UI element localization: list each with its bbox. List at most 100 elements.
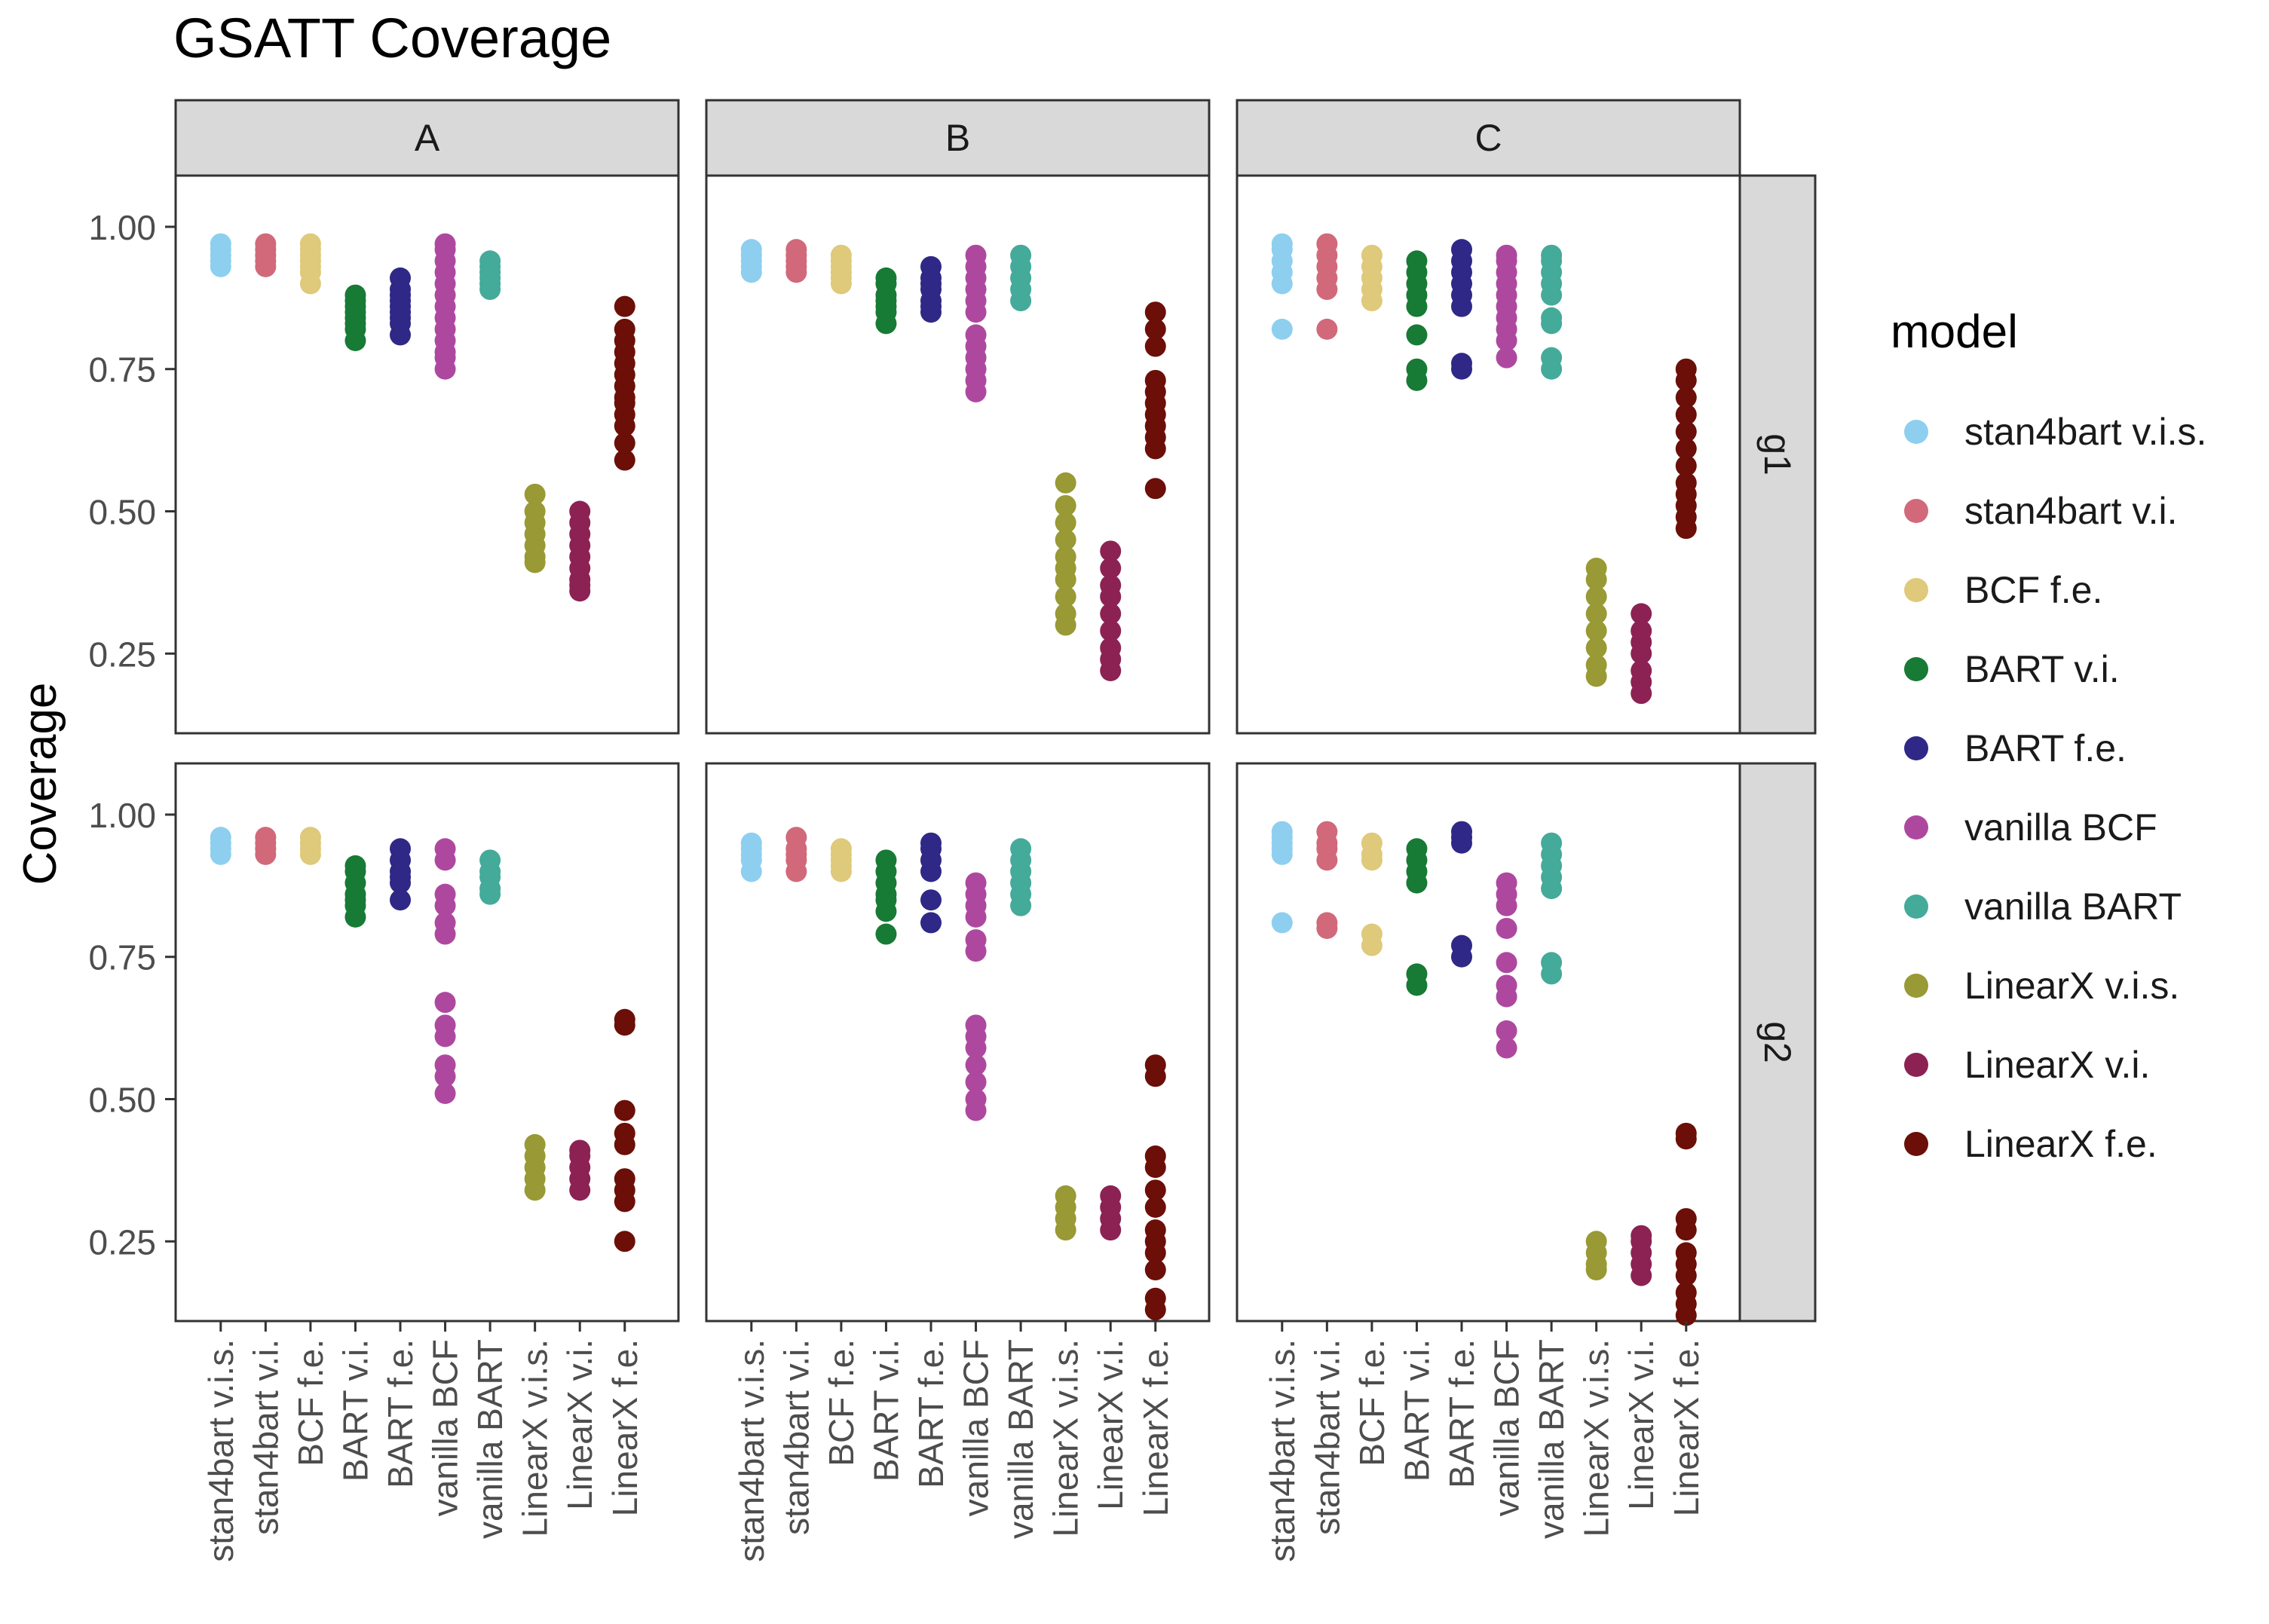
point-g2-C-LinearX-f-e--0.44 bbox=[1675, 1122, 1697, 1144]
legend-label: vanilla BCF bbox=[1964, 806, 2157, 849]
point-g1-C-LinearX-v-i-s--0.35 bbox=[1585, 586, 1607, 607]
legend-marker bbox=[1904, 736, 1928, 760]
legend-label: BART v.i. bbox=[1964, 647, 2120, 690]
panel-g1-B bbox=[705, 174, 1211, 735]
point-g2-A-BART-f-e--0.94 bbox=[390, 838, 412, 860]
legend-label: LinearX v.i.s. bbox=[1964, 964, 2180, 1007]
point-g2-B-LinearX-f-e--0.56 bbox=[1144, 1054, 1166, 1076]
point-g1-A-stan4bart-v-i-s--0.97 bbox=[210, 233, 231, 255]
x-tick-label-C-2: BCF f.e. bbox=[1352, 1339, 1392, 1466]
point-g2-B-BART-f-e--0.81 bbox=[920, 912, 942, 934]
point-g1-B-LinearX-v-i--0.4 bbox=[1100, 558, 1122, 580]
legend-marker bbox=[1904, 1052, 1928, 1077]
facet-label-B: B bbox=[945, 117, 970, 159]
point-g2-A-vanilla-BCF-0.86 bbox=[434, 883, 456, 905]
legend-marker bbox=[1904, 973, 1928, 998]
y-tick-label-g1-1: 1.00 bbox=[88, 208, 156, 247]
point-g2-B-BCF-f-e--0.94 bbox=[830, 838, 852, 860]
point-g1-C-vanilla-BART-0.77 bbox=[1541, 347, 1563, 369]
legend-marker bbox=[1904, 656, 1928, 681]
x-tick-label-A-8: LinearX v.i. bbox=[560, 1339, 599, 1510]
x-tick-label-C-8: LinearX v.i. bbox=[1621, 1339, 1661, 1510]
x-tick-label-C-0: stan4bart v.i.s. bbox=[1263, 1339, 1302, 1562]
legend-item: LinearX v.i.s. bbox=[1891, 946, 2206, 1025]
point-g1-B-LinearX-v-i-s--0.51 bbox=[1055, 494, 1076, 516]
point-g2-A-LinearX-f-e--0.44 bbox=[614, 1122, 635, 1144]
legend-label: BCF f.e. bbox=[1964, 568, 2103, 611]
panel-g2-B bbox=[705, 762, 1211, 1323]
point-g2-C-vanilla-BCF-0.88 bbox=[1496, 872, 1517, 894]
x-tick-label-A-1: stan4bart v.i. bbox=[246, 1339, 285, 1535]
point-g1-A-LinearX-f-e--0.59 bbox=[614, 449, 635, 471]
point-g2-C-vanilla-BART-0.74 bbox=[1541, 952, 1563, 974]
point-g2-B-LinearX-v-i--0.33 bbox=[1100, 1185, 1122, 1207]
point-g1-B-stan4bart-v-i-s--0.96 bbox=[740, 239, 762, 261]
point-g2-B-LinearX-f-e--0.2 bbox=[1144, 1259, 1166, 1281]
point-g1-B-LinearX-v-i-s--0.55 bbox=[1055, 472, 1076, 494]
point-g1-C-stan4bart-v-i--0.82 bbox=[1316, 318, 1338, 340]
point-g2-A-vanilla-BCF-0.56 bbox=[434, 1054, 456, 1076]
point-g2-A-vanilla-BCF-0.51 bbox=[434, 1082, 456, 1104]
legend-label: LinearX v.i. bbox=[1964, 1043, 2151, 1086]
point-g1-C-vanilla-BART-0.95 bbox=[1541, 244, 1563, 266]
y-tick-label-g2-0.75: 0.75 bbox=[88, 938, 156, 977]
point-g2-B-LinearX-f-e--0.15 bbox=[1144, 1287, 1166, 1309]
point-g2-C-stan4bart-v-i--0.81 bbox=[1316, 912, 1338, 934]
panel-g1-A bbox=[174, 174, 680, 735]
point-g2-B-vanilla-BCF-0.53 bbox=[965, 1071, 987, 1093]
point-g1-C-LinearX-f-e--0.55 bbox=[1675, 472, 1697, 494]
facet-label-C: C bbox=[1474, 117, 1502, 159]
point-g2-C-vanilla-BCF-0.62 bbox=[1496, 1020, 1517, 1041]
point-g1-C-LinearX-f-e--0.61 bbox=[1675, 438, 1697, 460]
x-tick-label-B-4: BART f.e. bbox=[911, 1339, 951, 1488]
legend-title: model bbox=[1891, 306, 2018, 358]
point-g1-A-LinearX-f-e--0.86 bbox=[614, 295, 635, 317]
point-g2-C-vanilla-BCF-0.59 bbox=[1496, 1037, 1517, 1059]
point-g2-C-BART-v-i--0.94 bbox=[1406, 838, 1428, 860]
point-g1-B-LinearX-f-e--0.73 bbox=[1144, 369, 1166, 391]
point-g2-B-BART-f-e--0.85 bbox=[920, 889, 942, 911]
point-g1-B-LinearX-v-i--0.32 bbox=[1100, 603, 1122, 625]
point-g2-B-vanilla-BCF-0.78 bbox=[965, 929, 987, 951]
point-g1-B-BART-f-e--0.93 bbox=[920, 255, 942, 277]
x-tick-label-A-4: BART f.e. bbox=[381, 1339, 420, 1488]
point-g1-C-stan4bart-v-i-s--0.97 bbox=[1271, 233, 1293, 255]
x-tick-label-B-8: LinearX v.i. bbox=[1091, 1339, 1130, 1510]
point-g2-C-stan4bart-v-i-s--0.81 bbox=[1271, 912, 1293, 934]
point-g1-C-BART-v-i--0.81 bbox=[1406, 324, 1428, 346]
legend-label: BART f.e. bbox=[1964, 726, 2127, 769]
point-g1-B-LinearX-f-e--0.79 bbox=[1144, 335, 1166, 357]
point-g2-B-stan4bart-v-i-s--0.95 bbox=[740, 832, 762, 854]
legend-marker bbox=[1904, 1131, 1928, 1156]
point-g1-C-stan4bart-v-i-s--0.82 bbox=[1271, 318, 1293, 340]
y-tick-label-g1-0.25: 0.25 bbox=[88, 635, 156, 674]
point-g2-C-LinearX-f-e--0.16 bbox=[1675, 1282, 1697, 1304]
point-g2-C-LinearX-v-i-s--0.25 bbox=[1585, 1231, 1607, 1252]
point-g1-B-BART-v-i--0.91 bbox=[875, 267, 897, 289]
legend-item: LinearX f.e. bbox=[1891, 1104, 2206, 1183]
chart-title: GSATT Coverage bbox=[173, 7, 612, 69]
point-g2-C-BART-f-e--0.97 bbox=[1451, 821, 1473, 843]
x-tick-label-C-6: vanilla BART bbox=[1532, 1339, 1571, 1539]
point-g2-A-stan4bart-v-i--0.96 bbox=[255, 827, 277, 849]
legend-item: stan4bart v.i.s. bbox=[1891, 392, 2206, 471]
legend-label: vanilla BART bbox=[1964, 885, 2182, 928]
point-g2-A-LinearX-f-e--0.25 bbox=[614, 1231, 635, 1252]
point-g1-B-BCF-f-e--0.95 bbox=[830, 244, 852, 266]
legend-label: LinearX f.e. bbox=[1964, 1122, 2157, 1165]
point-g1-C-LinearX-f-e--0.64 bbox=[1675, 421, 1697, 442]
x-tick-label-A-0: stan4bart v.i.s. bbox=[201, 1339, 240, 1562]
x-tick-label-C-3: BART v.i. bbox=[1397, 1339, 1436, 1482]
point-g1-C-BART-f-e--0.96 bbox=[1451, 239, 1473, 261]
legend-item: vanilla BART bbox=[1891, 867, 2206, 946]
point-g1-C-LinearX-v-i--0.29 bbox=[1631, 620, 1652, 642]
point-g1-B-LinearX-v-i-s--0.32 bbox=[1055, 603, 1076, 625]
panel-g1-C bbox=[1236, 174, 1741, 735]
point-g2-A-BART-v-i--0.91 bbox=[344, 855, 366, 876]
point-g2-B-BART-f-e--0.95 bbox=[920, 832, 942, 854]
x-tick-label-B-5: vanilla BCF bbox=[957, 1339, 996, 1516]
x-tick-label-B-1: stan4bart v.i. bbox=[776, 1339, 816, 1535]
point-g1-C-BART-v-i--0.75 bbox=[1406, 358, 1428, 380]
point-g2-A-BCF-f-e--0.96 bbox=[299, 827, 321, 849]
